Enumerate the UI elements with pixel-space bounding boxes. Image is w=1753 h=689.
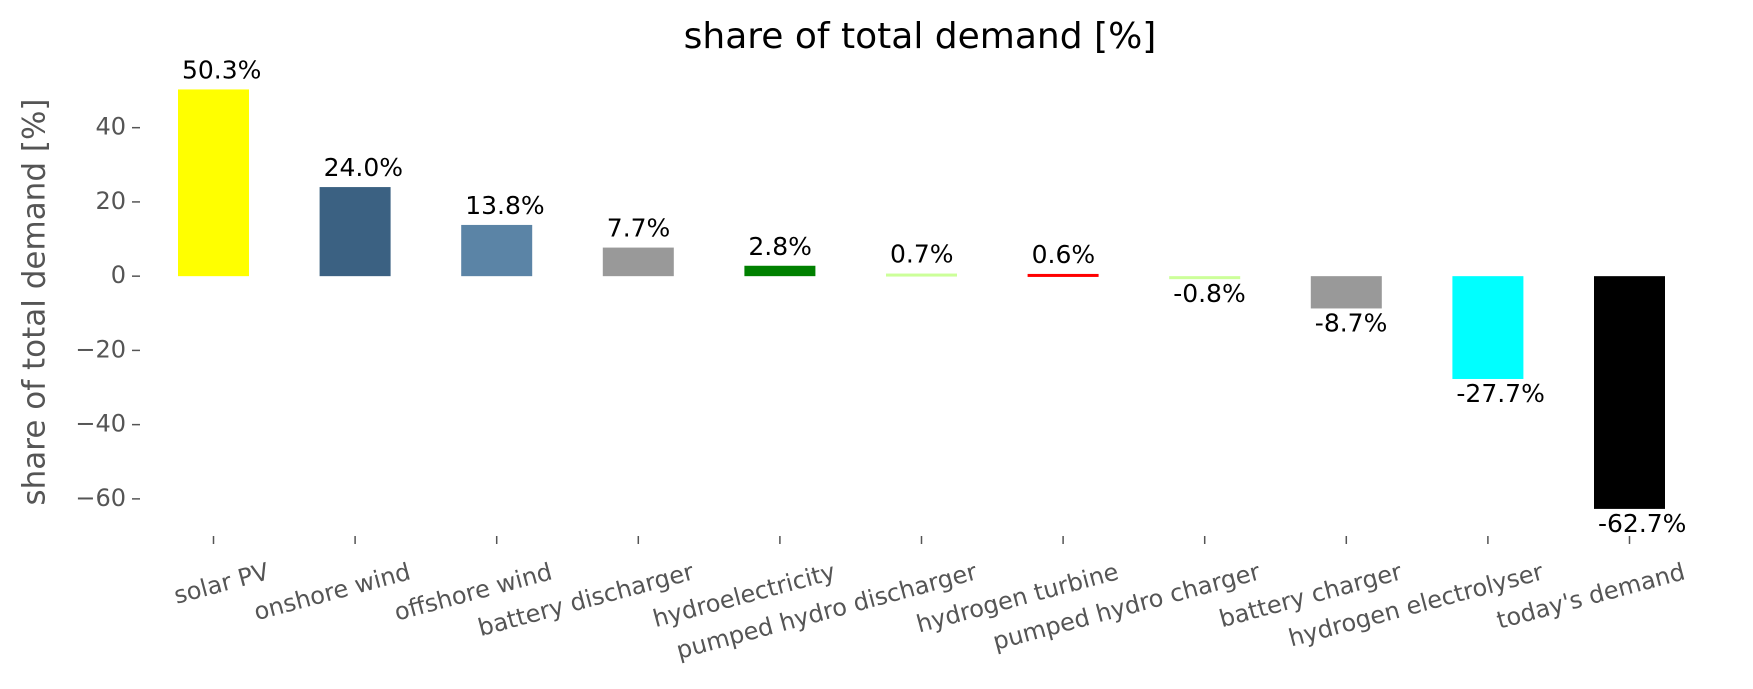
value-label: 0.7% [890,240,954,269]
value-label: 7.7% [607,214,671,243]
bar [178,89,249,277]
chart-title: share of total demand [%] [684,16,1157,57]
value-label: -62.7% [1598,509,1686,538]
bar [1310,276,1382,309]
bar [886,273,957,277]
y-tick-label: 40 [95,113,126,141]
bar [602,247,674,277]
y-axis-label: share of total demand [%] [17,98,53,505]
bar [1027,273,1099,277]
y-tick-label: 20 [95,187,126,215]
bar [744,265,816,277]
value-label: -0.8% [1173,279,1246,308]
bar [319,187,391,277]
value-label: 0.6% [1032,240,1096,269]
bar [1594,276,1665,509]
y-tick-label: −60 [75,484,126,512]
y-tick-label: −20 [75,335,126,363]
y-tick-label: −40 [75,410,126,438]
value-label: 2.8% [748,232,812,261]
value-label: -27.7% [1456,379,1544,408]
x-tick-label: onshore wind [251,558,414,627]
bar [1169,276,1241,280]
y-tick-label: 0 [111,261,126,289]
bar [1452,276,1524,379]
value-label: 24.0% [324,153,403,182]
value-label: 50.3% [182,55,261,84]
bar [461,224,533,277]
value-label: -8.7% [1315,308,1388,337]
value-label: 13.8% [465,191,544,220]
